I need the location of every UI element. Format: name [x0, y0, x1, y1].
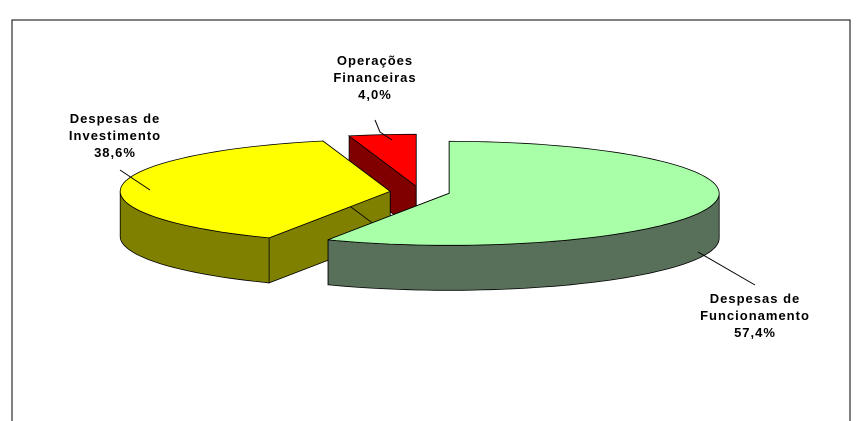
slice-label: Operações Financeiras 4,0%: [300, 52, 450, 103]
category-label: Operações Financeiras: [333, 53, 417, 85]
category-label: Despesas de Investimento: [68, 111, 162, 143]
frame: [11, 19, 851, 421]
leader-line: [697, 251, 756, 286]
slice-label: Despesas de Investimento 38,6%: [30, 110, 200, 161]
leader-line: [119, 169, 151, 191]
slice: [119, 140, 392, 239]
value-label: 57,4%: [734, 325, 776, 340]
pie: [119, 133, 720, 291]
leader-line: [374, 119, 393, 141]
value-label: 38,6%: [94, 145, 136, 160]
value-label: 4,0%: [358, 87, 392, 102]
slice: [327, 140, 720, 246]
slice-label: Despesas de Funcionamento 57,4%: [665, 290, 845, 341]
category-label: Despesas de Funcionamento: [700, 291, 810, 323]
slice: [347, 133, 417, 188]
